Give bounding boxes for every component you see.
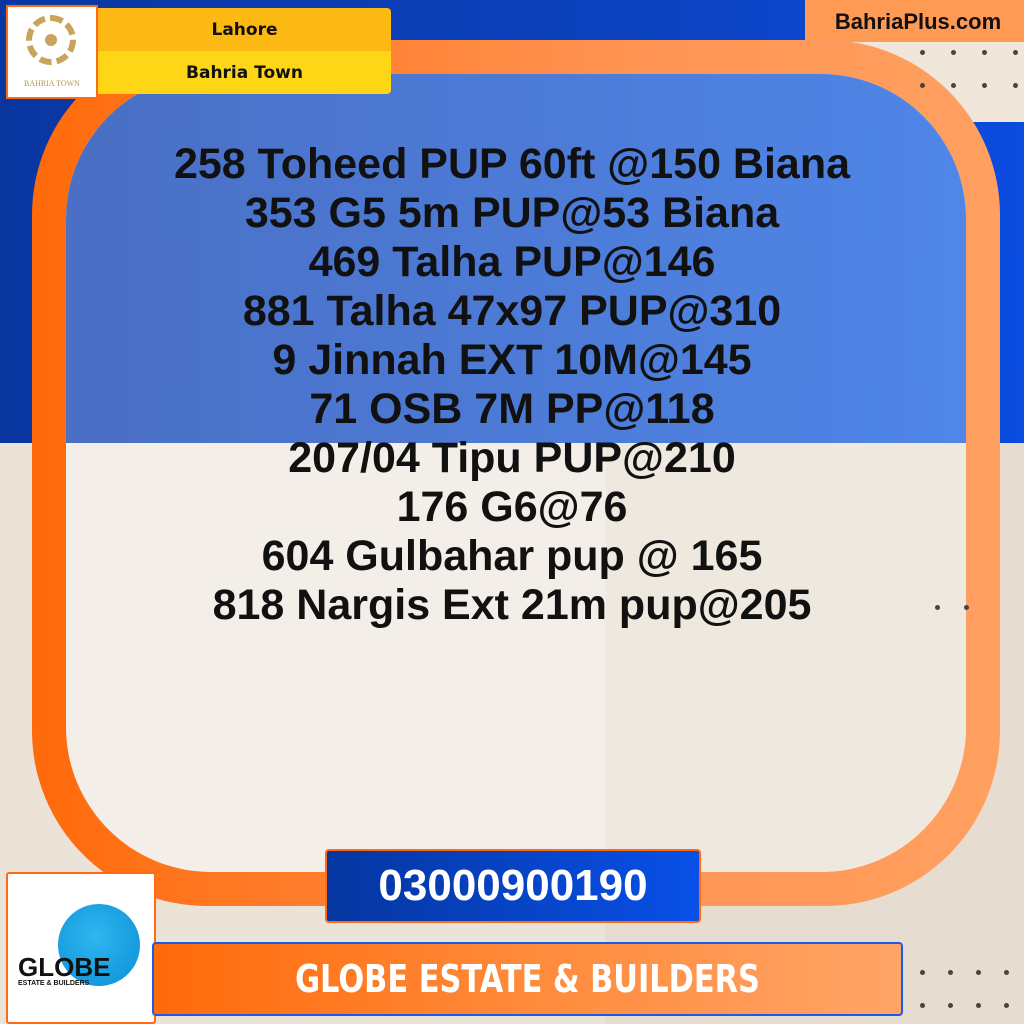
website-banner [805,0,1024,42]
listing-item: 604 Gulbahar pup @ 165 [261,532,763,580]
dots-decoration-bottom [920,970,1009,1008]
agency-logo-subtext: ESTATE & BUILDERS [18,980,90,987]
dots-decoration-middle [935,605,969,610]
listing-item: 176 G6@76 [396,483,628,531]
agency-logo: GLOBE ESTATE & BUILDERS [6,872,156,1024]
agency-logo-text: GLOBE [18,952,111,982]
listing-list: 258 Toheed PUP 60ft @150 Biana 353 G5 5m… [0,140,1024,630]
phone-number[interactable]: 03000900190 [325,849,701,923]
listing-item: 71 OSB 7M PP@118 [309,385,715,433]
globe-icon [58,904,140,986]
emblem-center [45,34,57,46]
city-label: Lahore [98,8,391,51]
listing-panel [66,74,966,872]
listing-item: 353 G5 5m PUP@53 Biana [244,189,780,237]
dots-decoration-top [920,50,1018,88]
emblem-icon [26,15,76,65]
listing-item: 9 Jinnah EXT 10M@145 [272,336,752,384]
logo-text: BAHRIA TOWN [24,79,80,88]
listing-item: 258 Toheed PUP 60ft @150 Biana [173,140,851,188]
panel-right-fill [606,443,966,872]
listing-item: 207/04 Tipu PUP@210 [288,434,736,482]
society-label: Bahria Town [98,51,391,94]
agency-name: GLOBE ESTATE & BUILDERS [295,957,760,1001]
panel-top-fill [66,74,966,443]
website-label: BahriaPlus.com [834,9,1002,34]
listing-item: 469 Talha PUP@146 [308,238,716,286]
bahria-town-logo: BAHRIA TOWN [6,5,98,99]
agency-name-banner: GLOBE ESTATE & BUILDERS [152,942,903,1016]
listing-item: 881 Talha 47x97 PUP@310 [242,287,782,335]
listing-item: 818 Nargis Ext 21m pup@205 [212,581,812,629]
